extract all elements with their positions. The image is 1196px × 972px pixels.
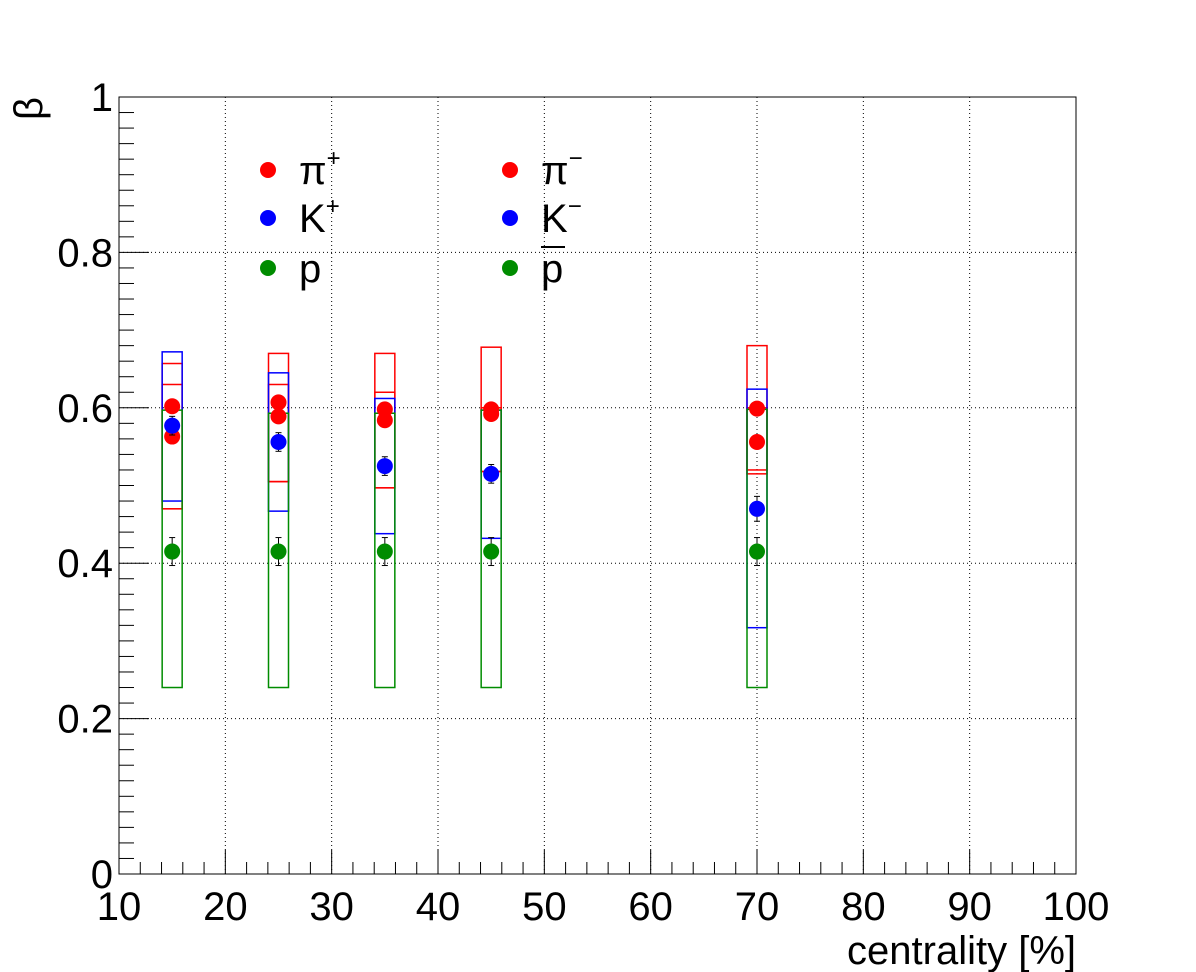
legend-label: π−	[541, 145, 583, 193]
legend-label: K−	[541, 193, 582, 241]
data-point	[270, 394, 287, 411]
y-tick-label: 0.6	[57, 387, 113, 431]
data-point	[164, 398, 181, 415]
y-tick-label: 0	[91, 853, 113, 897]
y-tick-label: 0.8	[57, 231, 113, 275]
x-tick-label: 10	[97, 885, 142, 929]
legend-marker	[260, 162, 276, 178]
data-point	[270, 433, 287, 450]
legend-label: K+	[299, 193, 340, 241]
x-tick-label: 30	[309, 885, 354, 929]
legend-marker	[502, 260, 518, 276]
systematic-boxes	[161, 344, 768, 689]
data-point	[270, 408, 287, 425]
x-tick-label: 80	[841, 885, 886, 929]
x-tick-label: 20	[203, 885, 248, 929]
data-point	[749, 400, 765, 417]
y-tick-label: 0.4	[57, 542, 113, 586]
data-point	[749, 543, 765, 560]
x-tick-label: 40	[416, 885, 461, 929]
data-point	[483, 465, 500, 482]
legend: π+ π− K+ K− p p	[260, 145, 583, 291]
x-tick-label: 60	[628, 885, 673, 929]
data-point	[749, 500, 765, 517]
axis-ticks: 10 20 30 40 50 60 70 80 90 100 0 0.2 0.4 0.6 0.8 1	[57, 76, 1109, 929]
x-tick-label: 100	[1043, 885, 1110, 929]
x-tick-label: 90	[947, 885, 992, 929]
x-tick-label: 70	[735, 885, 780, 929]
y-tick-label: 0.2	[57, 698, 113, 742]
y-axis-title: β	[7, 97, 51, 120]
legend-label: π+	[299, 145, 341, 193]
data-point	[164, 417, 181, 434]
legend-marker	[260, 260, 276, 276]
data-point	[376, 458, 393, 475]
legend-label: p	[299, 247, 321, 291]
legend-label: p	[541, 247, 563, 291]
data-point	[270, 543, 287, 560]
x-tick-label: 50	[522, 885, 567, 929]
data-point	[483, 543, 500, 560]
grid	[119, 97, 1076, 874]
data-points	[164, 394, 765, 567]
x-axis-title: centrality [%]	[847, 929, 1076, 972]
y-tick-label: 1	[91, 76, 113, 120]
data-point	[164, 543, 181, 560]
data-point	[483, 406, 500, 423]
legend-marker	[502, 162, 518, 178]
data-point	[749, 433, 765, 450]
data-point	[376, 412, 393, 429]
legend-marker	[502, 210, 518, 226]
legend-marker	[260, 210, 276, 226]
data-point	[376, 543, 393, 560]
